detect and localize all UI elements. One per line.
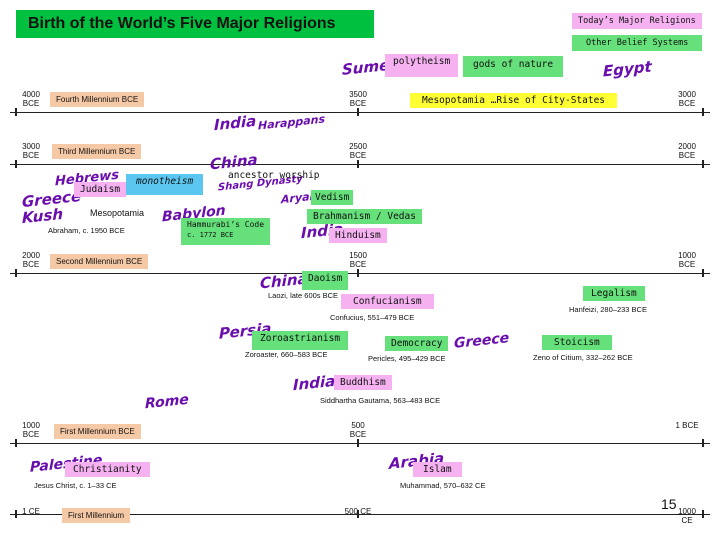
era-label: Fourth Millennium BCE	[50, 92, 145, 107]
timeline-tick	[15, 108, 17, 116]
mesopotamia-label: Mesopotamia	[90, 208, 145, 218]
timeline-tick	[702, 439, 704, 447]
laozi-label: Laozi, late 600s BCE	[268, 291, 339, 300]
timeline-tick	[702, 160, 704, 168]
hammurabi-box: Hammurabi’s Code c. 1772 BCE	[181, 218, 271, 245]
timeline-tick	[702, 108, 704, 116]
year-label: 1000 BCE	[678, 251, 696, 269]
timeline-line	[10, 514, 710, 515]
legend-major-religions: Today’s Major Religions	[572, 13, 702, 29]
vedism-box: Vedism	[311, 190, 354, 205]
hammurabi-date: c. 1772 BCE	[187, 231, 234, 239]
year-label: 3000 BCE	[22, 142, 40, 160]
year-label: 4000 BCE	[22, 90, 40, 108]
stoicism-box: Stoicism	[542, 335, 612, 350]
place-india: India	[293, 371, 336, 395]
timeline-tick	[357, 269, 359, 277]
jesus-label: Jesus Christ, c. 1–33 CE	[34, 481, 117, 490]
zeno-label: Zeno of Citium, 332–262 BCE	[533, 353, 633, 362]
hanfeizi-label: Hanfeizi, 280–233 BCE	[569, 305, 647, 314]
year-label: 3000 BCE	[678, 90, 696, 108]
timeline-tick	[357, 160, 359, 168]
year-label: 1000 BCE	[22, 421, 40, 439]
abraham-label: Abraham, c. 1950 BCE	[48, 226, 125, 235]
year-label: 1000 CE	[678, 507, 696, 525]
buddhism-box: Buddhism	[334, 375, 392, 390]
christianity-box: Christianity	[65, 462, 150, 477]
hinduism-box: Hinduism	[329, 228, 387, 243]
legend-other-beliefs: Other Belief Systems	[572, 35, 703, 51]
year-label: 2500 BCE	[349, 142, 367, 160]
judaism-box: Judaism	[74, 182, 127, 197]
era-label: Second Millennium BCE	[50, 254, 149, 269]
timeline-tick	[15, 510, 17, 518]
year-label: 2000 BCE	[678, 142, 696, 160]
muhammad-label: Muhammad, 570–632 CE	[400, 481, 486, 490]
zoroaster-label: Zoroaster, 660–583 BCE	[245, 350, 328, 359]
islam-box: Islam	[413, 462, 462, 477]
timeline-line	[10, 273, 710, 274]
timeline-tick	[15, 160, 17, 168]
gods-of-nature-box: gods of nature	[463, 56, 564, 77]
confucianism-box: Confucianism	[341, 294, 434, 309]
legalism-box: Legalism	[583, 286, 645, 301]
place-rome: Rome	[145, 391, 189, 413]
timeline-tick	[702, 269, 704, 277]
place-egypt: Egypt	[603, 57, 652, 81]
era-label: Third Millennium BCE	[52, 144, 142, 159]
daoism-box: Daoism	[302, 271, 349, 290]
siddhartha-label: Siddhartha Gautama, 563–483 BCE	[320, 396, 441, 405]
year-label: 1 CE	[22, 507, 40, 516]
timeline-tick	[357, 510, 359, 518]
page-number: 15	[661, 496, 677, 512]
confucius-label: Confucius, 551–479 BCE	[330, 313, 415, 322]
year-label: 500 CE	[344, 507, 372, 516]
ancestor-worship-label: ancestor worship	[228, 170, 320, 181]
pericles-label: Pericles, 495–429 BCE	[368, 354, 446, 363]
place-china: China	[260, 269, 308, 293]
place-greece: Greece	[454, 330, 510, 352]
timeline-tick	[15, 269, 17, 277]
mesopotamia-rise-box: Mesopotamia …Rise of City-States	[410, 93, 618, 108]
page-title: Birth of the World’s Five Major Religion…	[28, 15, 336, 32]
place-kush: Kush	[22, 204, 64, 228]
hammurabi-label: Hammurabi’s Code	[187, 220, 265, 229]
year-label: 500 BCE	[349, 421, 367, 439]
timeline-tick	[357, 439, 359, 447]
year-label: 1 BCE	[675, 421, 699, 430]
polytheism-box: polytheism	[385, 54, 459, 77]
timeline-line	[10, 164, 710, 165]
monotheism-box: monotheism	[126, 174, 204, 195]
era-label: First Millennium	[62, 508, 131, 523]
timeline-tick	[15, 439, 17, 447]
era-label: First Millennium BCE	[54, 424, 141, 439]
timeline-line	[10, 443, 710, 444]
timeline-tick	[702, 510, 704, 518]
year-label: 2000 BCE	[22, 251, 40, 269]
year-label: 1500 BCE	[349, 251, 367, 269]
timeline-tick	[357, 108, 359, 116]
place-harappans: Harappans	[258, 112, 326, 133]
democracy-box: Democracy	[385, 336, 449, 351]
zoroastrianism-box: Zoroastrianism	[252, 331, 349, 350]
page-title-banner: Birth of the World’s Five Major Religion…	[16, 10, 374, 38]
year-label: 3500 BCE	[349, 90, 367, 108]
place-india: India	[214, 111, 257, 135]
timeline-line	[10, 112, 710, 113]
brahmanism-box: Brahmanism / Vedas	[307, 209, 422, 224]
